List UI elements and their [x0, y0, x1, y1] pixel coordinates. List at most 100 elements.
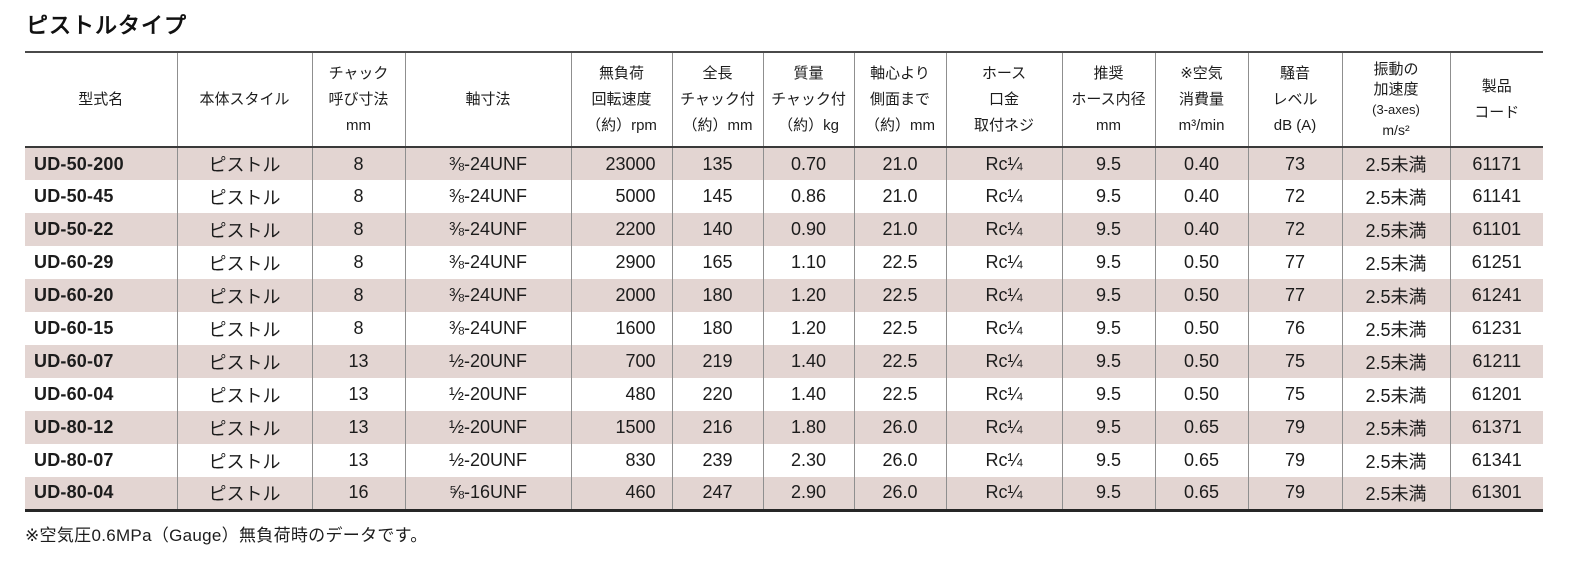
- cell-shaft-size: ½-20UNF: [404, 345, 571, 378]
- spec-table-body: UD-50-200 ピストル 8 ⅜-24UNF 23000 135 0.70 21.0 Rc¼…: [25, 147, 1543, 510]
- column-header-vibration-accel: 振動の 加速度 (3-axes) m/s²: [1341, 52, 1450, 148]
- cell-hose-inner-dia: 9.5: [1061, 312, 1155, 345]
- cell-model: UD-60-15: [34, 318, 114, 338]
- cell-mass: 1.20: [762, 312, 854, 345]
- cell-chuck-size: 8: [311, 279, 405, 312]
- column-header-line: （約）mm: [682, 116, 753, 134]
- cell-noise-level: 77: [1247, 279, 1342, 312]
- cell-overall-length: 180: [671, 312, 763, 345]
- cell-noise-level: 72: [1247, 213, 1342, 246]
- cell-chuck-size: 8: [311, 213, 405, 246]
- cell-body-style: ピストル: [176, 477, 312, 510]
- cell-shaft-size: ⅜-24UNF: [404, 312, 571, 345]
- cell-overall-length: 239: [671, 444, 763, 477]
- column-header-line: コード: [1474, 103, 1520, 121]
- column-header-line: mm: [346, 116, 371, 134]
- cell-axis-to-side: 26.0: [853, 477, 946, 510]
- cell-chuck-size: 16: [311, 477, 405, 510]
- spec-row: UD-50-200 ピストル 8 ⅜-24UNF 23000 135 0.70 21.0 Rc¼…: [25, 147, 1543, 180]
- spec-row: UD-80-04 ピストル 16 ⅝-16UNF 460 247 2.90 26.0 Rc¼ 9.…: [25, 477, 1543, 510]
- cell-model: UD-60-29: [34, 252, 114, 272]
- cell-overall-length: 145: [671, 180, 763, 213]
- cell-no-load-speed: 5000: [570, 180, 672, 213]
- column-header-line: （約）kg: [778, 116, 839, 134]
- cell-model: UD-60-07: [25, 345, 177, 378]
- column-header-chuck-size: チャック呼び寸法 mm: [311, 52, 405, 148]
- cell-noise-level: 73: [1247, 147, 1342, 180]
- cell-air-consumption: 0.40: [1154, 147, 1248, 180]
- cell-hose-thread: Rc¼: [945, 477, 1062, 510]
- cell-no-load-speed: 1500: [570, 411, 672, 444]
- cell-mass: 0.70: [762, 147, 854, 180]
- column-header-line: チャック: [328, 64, 389, 82]
- column-header-line: ホース: [981, 64, 1027, 82]
- cell-shaft-size: ½-20UNF: [404, 411, 571, 444]
- column-header-air-consumption: ※空気 消費量 m³/min: [1154, 52, 1248, 148]
- cell-vibration-accel: 2.5未満: [1341, 279, 1450, 312]
- cell-noise-level: 76: [1247, 312, 1342, 345]
- cell-model: UD-80-07: [34, 450, 114, 470]
- column-header-line: dB (A): [1273, 116, 1317, 134]
- column-header-product-code: 製品 コード: [1449, 52, 1543, 148]
- cell-no-load-speed: 700: [570, 345, 672, 378]
- column-header-line: （約）rpm: [586, 116, 657, 134]
- spec-row: UD-50-45 ピストル 8 ⅜-24UNF 5000 145 0.86 21.0 Rc¼ 9.…: [25, 180, 1543, 213]
- cell-product-code: 61211: [1449, 345, 1543, 378]
- column-header-line: (3-axes): [1372, 101, 1420, 117]
- cell-product-code: 61101: [1449, 213, 1543, 246]
- column-header-line: 推奨: [1093, 64, 1124, 82]
- cell-no-load-speed: 480: [570, 378, 672, 411]
- cell-shaft-size: ⅜-24UNF: [404, 279, 571, 312]
- cell-model: UD-80-04: [25, 477, 177, 510]
- cell-noise-level: 77: [1247, 246, 1342, 279]
- cell-axis-to-side: 22.5: [853, 312, 946, 345]
- column-header-line: 本体スタイル: [199, 90, 290, 108]
- cell-noise-level: 72: [1247, 180, 1342, 213]
- cell-hose-inner-dia: 9.5: [1061, 279, 1155, 312]
- spec-page: ピストルタイプ 型式名 本体スタイル チャック 呼び寸法 mm 軸寸法 無負荷 回転速度 （約）…: [25, 13, 1543, 545]
- cell-noise-level: 79: [1247, 444, 1342, 477]
- cell-mass: 2.30: [762, 444, 854, 477]
- column-header-line: m³/min: [1178, 116, 1225, 134]
- cell-chuck-size: 13: [311, 411, 405, 444]
- cell-hose-thread: Rc¼: [945, 378, 1062, 411]
- cell-overall-length: 140: [671, 213, 763, 246]
- cell-overall-length: 219: [671, 345, 763, 378]
- cell-shaft-size: ⅜-24UNF: [404, 213, 571, 246]
- cell-body-style: ピストル: [176, 147, 312, 180]
- column-header-shaft-size: 軸寸法: [404, 52, 571, 148]
- cell-vibration-accel: 2.5未満: [1341, 180, 1450, 213]
- cell-noise-level: 79: [1247, 411, 1342, 444]
- cell-hose-inner-dia: 9.5: [1061, 378, 1155, 411]
- cell-overall-length: 216: [671, 411, 763, 444]
- cell-vibration-accel: 2.5未満: [1341, 213, 1450, 246]
- column-header-line: 呼び寸法: [328, 90, 389, 108]
- cell-model: UD-50-45: [34, 186, 114, 206]
- column-header-line: ホース内径: [1071, 90, 1146, 108]
- cell-hose-inner-dia: 9.5: [1061, 411, 1155, 444]
- column-header-noise-level: 騒音 レベル dB (A): [1247, 52, 1342, 148]
- cell-hose-inner-dia: 9.5: [1061, 246, 1155, 279]
- cell-body-style: ピストル: [176, 411, 312, 444]
- column-header-line: 軸寸法: [465, 90, 511, 108]
- cell-chuck-size: 13: [311, 444, 405, 477]
- cell-shaft-size: ⅜-24UNF: [404, 246, 571, 279]
- cell-hose-inner-dia: 9.5: [1061, 147, 1155, 180]
- cell-product-code: 61141: [1449, 180, 1543, 213]
- cell-body-style: ピストル: [176, 279, 312, 312]
- column-header-line: 無負荷: [598, 64, 644, 82]
- column-header-line: ※空気: [1180, 64, 1223, 82]
- cell-air-consumption: 0.50: [1154, 279, 1248, 312]
- cell-vibration-accel: 2.5未満: [1341, 378, 1450, 411]
- cell-hose-inner-dia: 9.5: [1061, 345, 1155, 378]
- spec-row: UD-60-04 ピストル 13 ½-20UNF 480 220 1.40 22.5 Rc¼ 9.…: [25, 378, 1543, 411]
- cell-product-code: 61251: [1449, 246, 1543, 279]
- cell-air-consumption: 0.50: [1154, 246, 1248, 279]
- cell-shaft-size: ⅜-24UNF: [404, 180, 571, 213]
- cell-hose-thread: Rc¼: [945, 180, 1062, 213]
- cell-air-consumption: 0.50: [1154, 345, 1248, 378]
- cell-model: UD-80-12: [25, 411, 177, 444]
- cell-model: UD-50-22: [25, 213, 177, 246]
- column-header-line: mm: [1096, 116, 1121, 134]
- cell-hose-thread: Rc¼: [945, 411, 1062, 444]
